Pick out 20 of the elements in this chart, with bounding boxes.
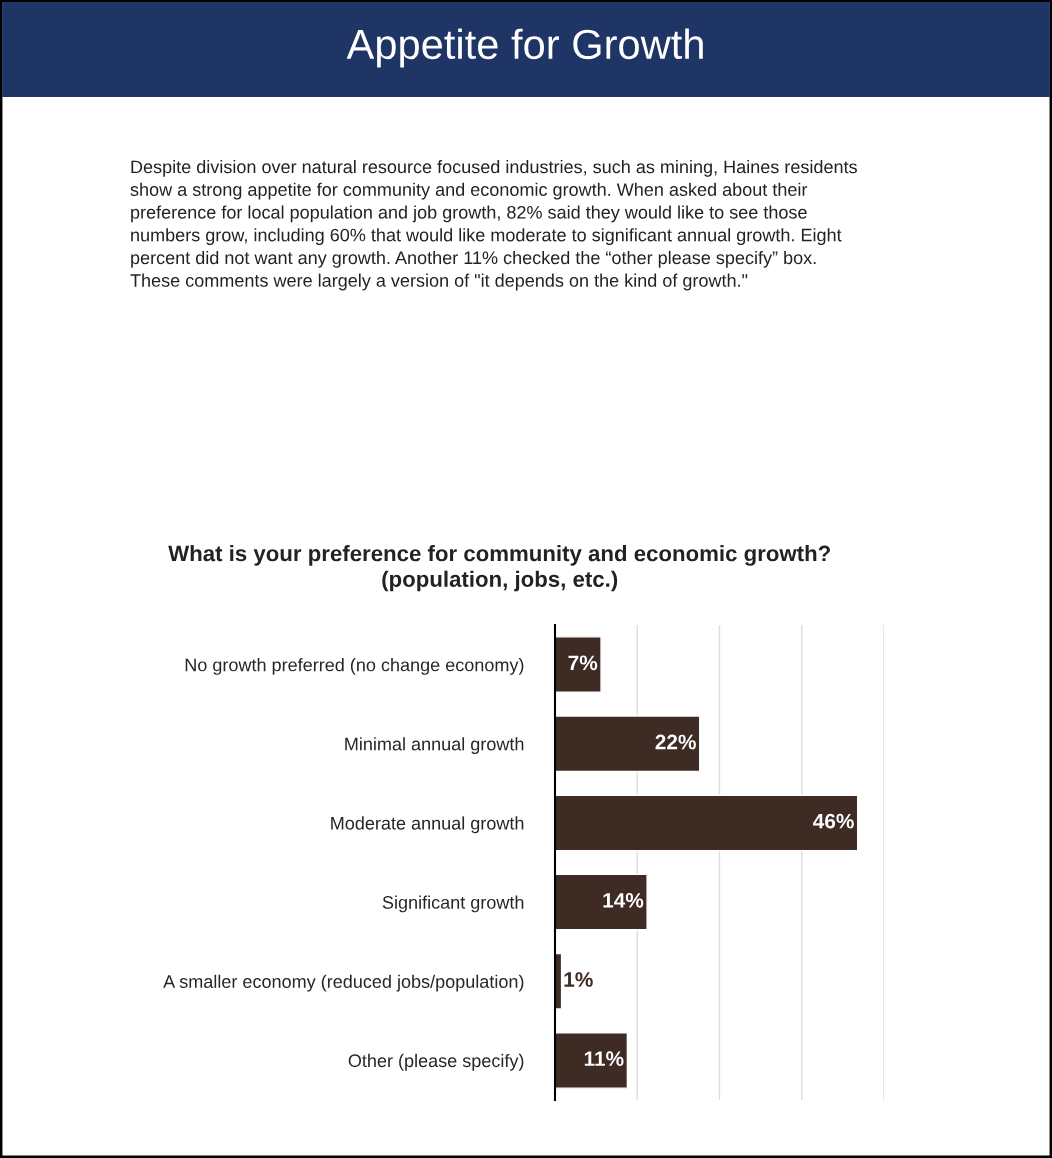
bar — [555, 715, 701, 773]
y-tick-label: No growth preferred (no change economy) — [185, 658, 524, 675]
bar — [555, 1032, 629, 1089]
y-tick-label: Moderate annual growth — [331, 816, 524, 834]
data-label: 1% — [564, 972, 593, 987]
y-tick-label: A smaller economy (reduced jobs/population) — [163, 974, 524, 992]
data-label: 22% — [655, 734, 696, 750]
chart-subtitle: What is your preference for community and economic growth? (population, jobs, etc.) — [168, 545, 830, 592]
data-label: 46% — [813, 813, 854, 829]
chart-title: Appetite for Growth — [346, 28, 703, 68]
data-label: 7% — [568, 655, 598, 671]
bar — [555, 873, 648, 931]
data-label: 11% — [584, 1051, 624, 1066]
data-label: 14% — [603, 892, 644, 908]
bar — [555, 636, 602, 693]
y-tick-label: Other (please specify) — [348, 1053, 524, 1071]
y-tick-label: Significant growth — [382, 895, 524, 913]
bar — [555, 794, 859, 852]
y-tick-label: Minimal annual growth — [345, 737, 524, 755]
text: Despite division over natural resource focused industries, such as mining, Haines residents show a strong appetite for community and economic growth. When asked about their preference for local population and job growth, 82% said they would like to see those numbers grow, including 60% that would like moderate to significant annual growth. Eight percent did not want any growth. Another 11% checked the “other please specify” box. These comments were largely a version of "it depends on the kind of growth." — [130, 160, 857, 291]
